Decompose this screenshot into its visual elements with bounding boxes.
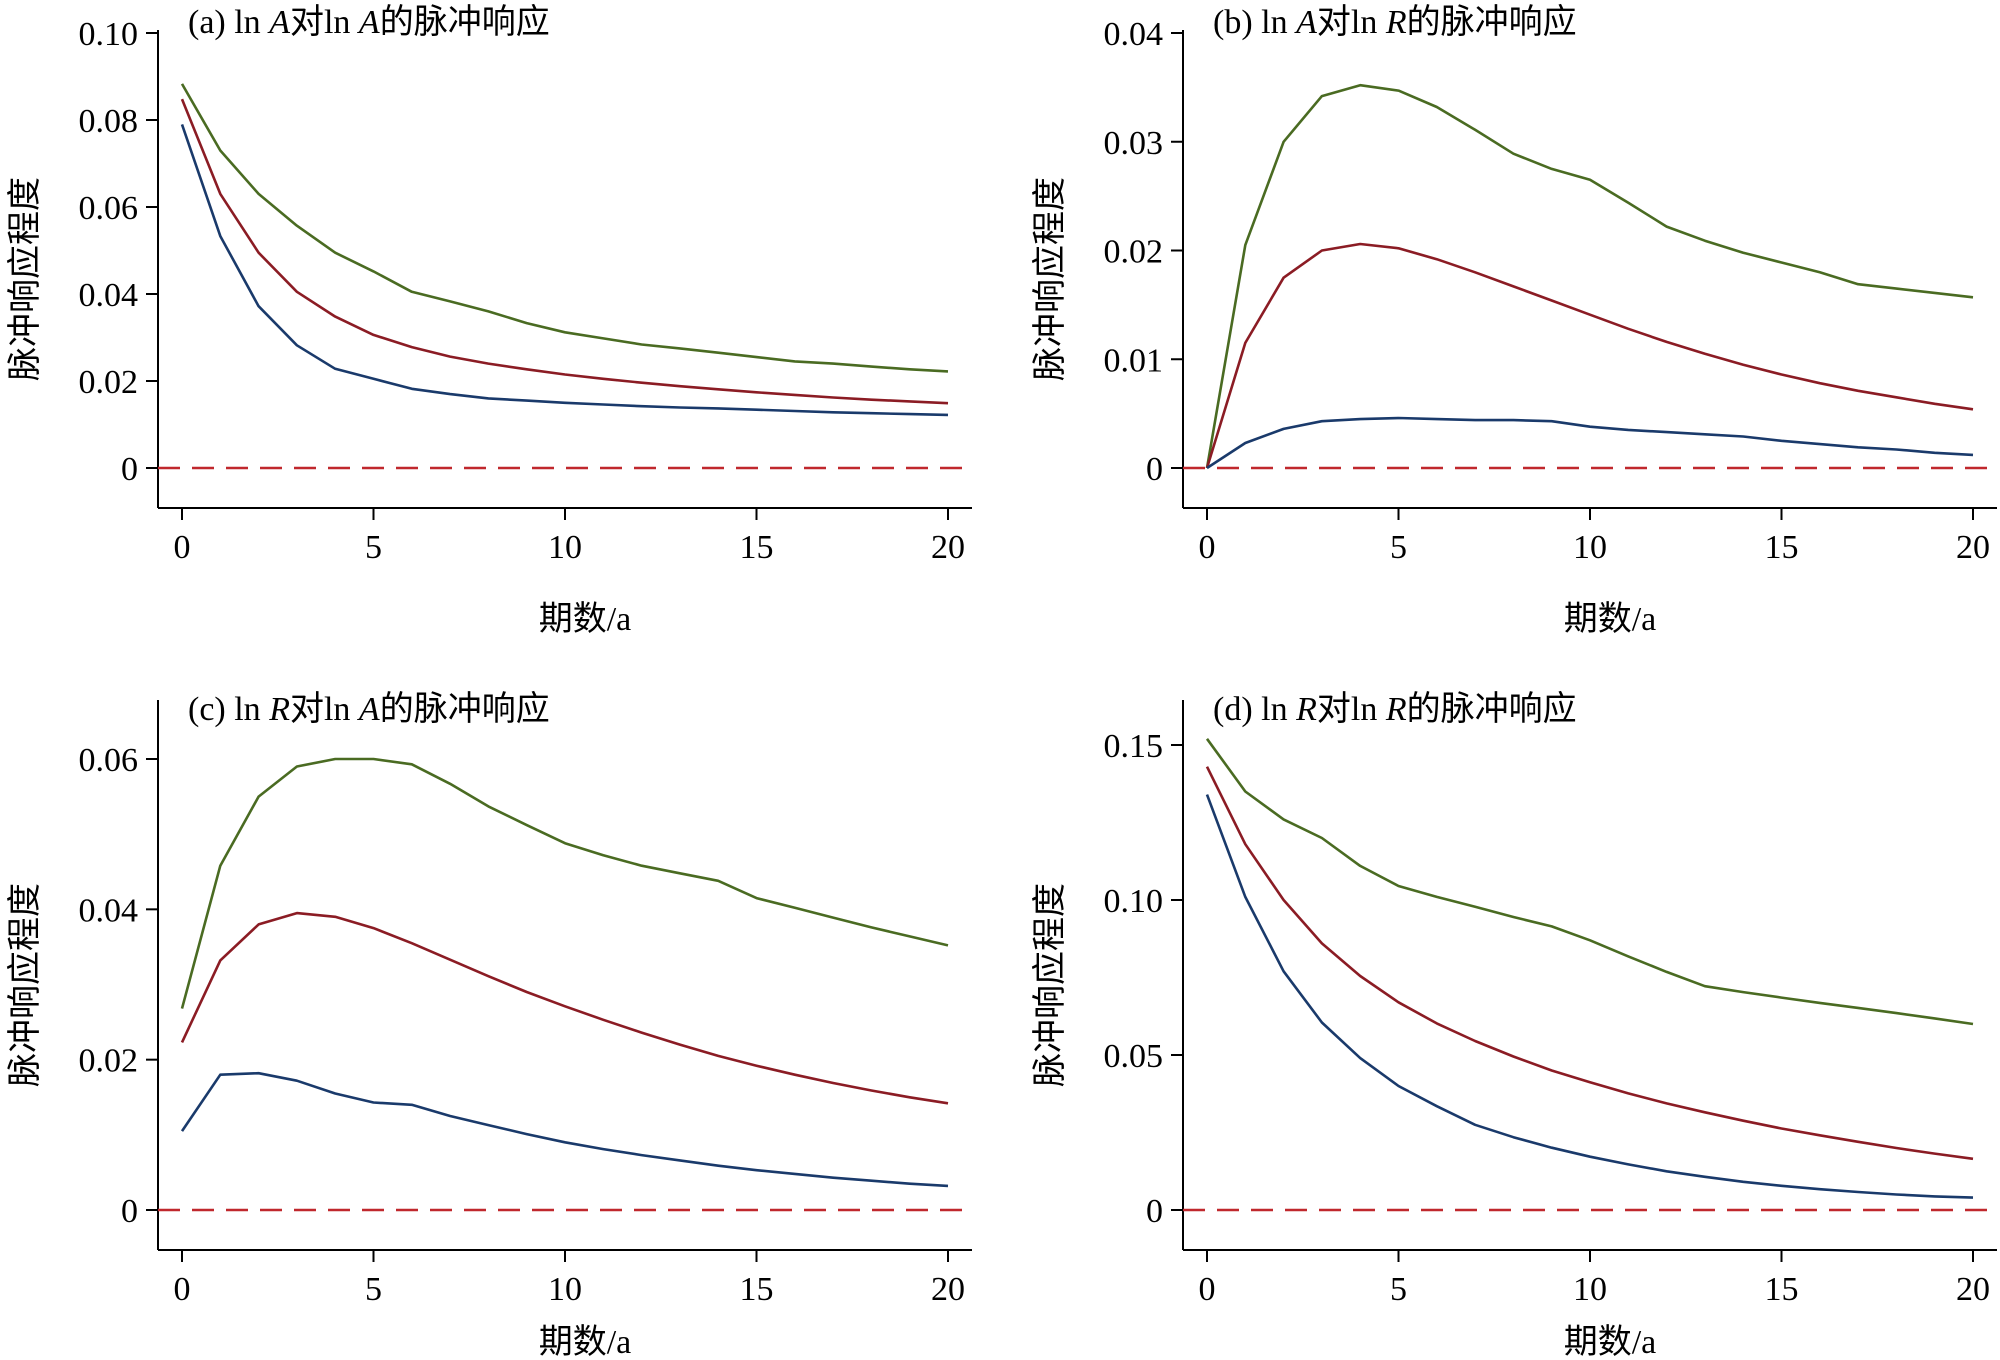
y-tick-label: 0.05 bbox=[1104, 1038, 1164, 1075]
x-tick-label: 5 bbox=[1390, 529, 1407, 566]
panel-title-part: 对ln bbox=[1317, 3, 1386, 41]
x-axis-label: 期数/a bbox=[539, 1323, 632, 1360]
panel-title-part: (a) ln bbox=[188, 4, 269, 41]
series-line-middle bbox=[180, 98, 949, 405]
panel-title-part: (d) ln bbox=[1213, 691, 1296, 728]
x-tick-label: 0 bbox=[174, 529, 191, 566]
series-line-upper bbox=[180, 757, 949, 1009]
panel-title: (d) ln R对ln R的脉冲响应 bbox=[1213, 690, 1577, 728]
x-tick-label: 15 bbox=[1765, 1271, 1799, 1308]
chart-panel-d: 00.050.100.150 5 10 15 20(d) ln R对ln R的脉冲响应期… bbox=[1031, 690, 1997, 1360]
panel-title-part: 的脉冲响应 bbox=[380, 690, 550, 728]
y-tick-label: 0.06 bbox=[79, 742, 139, 779]
panel-title-part: 的脉冲响应 bbox=[1407, 690, 1577, 728]
panel-title-part: 对ln bbox=[290, 690, 359, 728]
y-tick-label: 0.06 bbox=[79, 190, 139, 227]
y-tick-label: 0 bbox=[121, 1193, 138, 1230]
panel-title-part: A bbox=[357, 691, 380, 728]
chart-panel-c: 0 0.02 0.04 0.06 0 5 10 15 20 (c) ln R对ln A的脉冲响应期… bbox=[6, 690, 972, 1360]
x-axis-label: 期数/a bbox=[539, 600, 632, 638]
panel-title-part: A bbox=[267, 4, 290, 41]
x-tick-label: 0 bbox=[1199, 529, 1216, 566]
panel-title-part: 的脉冲响应 bbox=[380, 3, 550, 41]
panel-title: (c) ln R对ln A的脉冲响应 bbox=[188, 690, 550, 728]
y-tick-label: 0.10 bbox=[1104, 883, 1164, 920]
x-tick-label: 10 bbox=[548, 529, 582, 566]
x-tick-label: 20 bbox=[931, 1271, 965, 1308]
y-tick-label: 0.10 bbox=[79, 16, 139, 53]
x-tick-label: 20 bbox=[931, 529, 965, 566]
y-tick-label: 0.04 bbox=[1104, 16, 1164, 53]
panel-title: (a) ln A对ln A的脉冲响应 bbox=[188, 3, 550, 41]
y-tick-label: 0.02 bbox=[1104, 234, 1164, 271]
y-axis-label: 脉冲响应程度 bbox=[6, 177, 44, 381]
series-line-middle bbox=[180, 911, 949, 1105]
x-tick-label: 20 bbox=[1956, 1271, 1990, 1308]
panel-title-part: 的脉冲响应 bbox=[1407, 3, 1577, 41]
y-tick-label: 0.04 bbox=[79, 277, 139, 314]
x-tick-label: 0 bbox=[174, 1271, 191, 1308]
panel-title-part: A bbox=[357, 4, 380, 41]
x-tick-label: 0 bbox=[1199, 1271, 1216, 1308]
y-tick-label: 0.02 bbox=[79, 1043, 139, 1080]
x-tick-label: 5 bbox=[365, 1271, 382, 1308]
x-tick-label: 10 bbox=[1573, 529, 1607, 566]
x-tick-label: 15 bbox=[740, 1271, 774, 1308]
y-axis-label: 脉冲响应程度 bbox=[1031, 177, 1069, 381]
y-tick-label: 0.03 bbox=[1104, 125, 1164, 162]
panel-title-part: 对ln bbox=[1317, 690, 1386, 728]
x-axis-label: 期数/a bbox=[1564, 600, 1657, 638]
x-tick-label: 10 bbox=[548, 1271, 582, 1308]
chart-panel-a: 0 0.02 0.04 0.06 0.08 0.10 0 5 10 15 20 (a) ln A对ln… bbox=[6, 3, 972, 638]
y-tick-label: 0.02 bbox=[79, 364, 139, 401]
y-tick-label: 0 bbox=[121, 451, 138, 488]
x-tick-label: 15 bbox=[740, 529, 774, 566]
x-tick-label: 5 bbox=[365, 529, 382, 566]
panel-title-part: R bbox=[1385, 691, 1407, 728]
series-line-upper bbox=[180, 83, 949, 373]
panel-title-part: (b) ln bbox=[1213, 4, 1296, 41]
series-line-lower bbox=[1206, 416, 1974, 470]
x-tick-label: 15 bbox=[1765, 529, 1799, 566]
x-tick-label: 5 bbox=[1390, 1271, 1407, 1308]
y-tick-label: 0.15 bbox=[1104, 728, 1164, 765]
chart-panel-b: 0 0.01 0.02 0.03 0.04 0 5 10 15 20 (b) ln A对ln R的脉… bbox=[1031, 3, 1997, 638]
series-line-upper bbox=[1205, 738, 1974, 1026]
panel-title-part: (c) ln bbox=[188, 691, 269, 728]
y-axis-label: 脉冲响应程度 bbox=[1031, 883, 1069, 1087]
panel-title-part: 对ln bbox=[290, 3, 359, 41]
series-line-lower bbox=[1205, 794, 1974, 1199]
y-tick-label: 0 bbox=[1146, 451, 1163, 488]
panel-title-part: R bbox=[1295, 691, 1317, 728]
y-tick-label: 0.01 bbox=[1104, 342, 1164, 379]
series-line-upper bbox=[1205, 83, 1974, 469]
panel-title-part: R bbox=[1385, 4, 1407, 41]
series-line-middle bbox=[1205, 766, 1974, 1161]
y-tick-label: 0.04 bbox=[79, 892, 139, 929]
y-tick-label: 0 bbox=[1146, 1193, 1163, 1230]
y-axis-label: 脉冲响应程度 bbox=[6, 883, 44, 1087]
panel-title-part: A bbox=[1294, 4, 1317, 41]
y-tick-label: 0.08 bbox=[79, 103, 139, 140]
series-line-lower bbox=[180, 123, 949, 417]
series-line-middle bbox=[1205, 242, 1974, 469]
x-axis-label: 期数/a bbox=[1564, 1323, 1657, 1360]
panel-title-part: R bbox=[268, 691, 290, 728]
panel-title: (b) ln A对ln R的脉冲响应 bbox=[1213, 3, 1577, 41]
x-tick-label: 10 bbox=[1573, 1271, 1607, 1308]
series-line-lower bbox=[180, 1071, 949, 1188]
x-tick-label: 20 bbox=[1956, 529, 1990, 566]
